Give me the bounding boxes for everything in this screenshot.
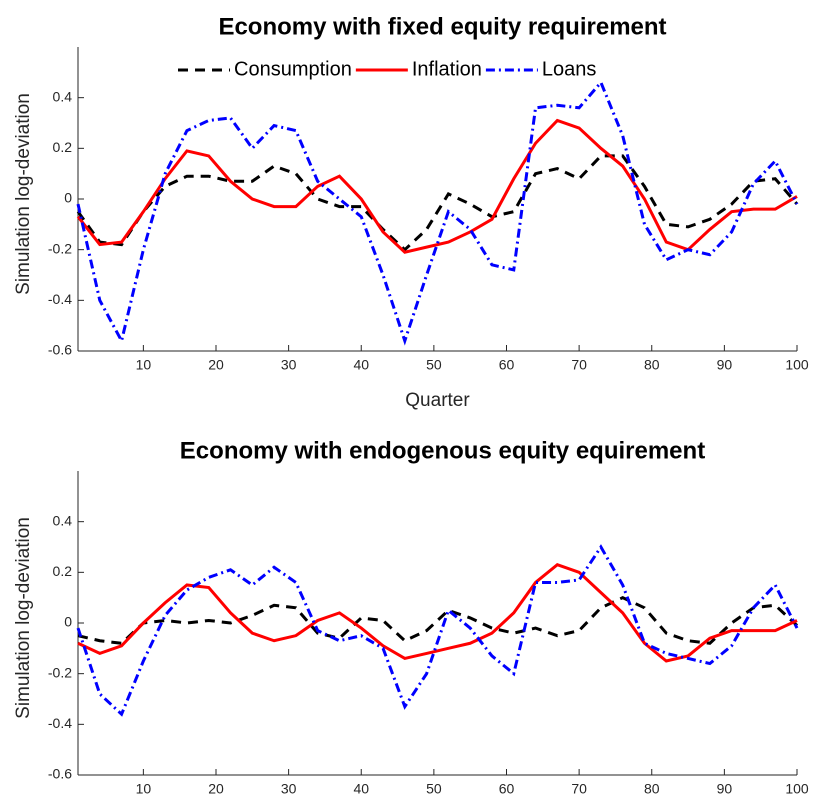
series-line: [76, 544, 799, 717]
chart-title: Economy with fixed equity requirement: [218, 13, 666, 40]
y-tick-label: -0.2: [48, 240, 72, 256]
x-tick-label: 50: [426, 357, 442, 373]
y-tick-label: 0: [64, 190, 72, 206]
series-line: [77, 596, 799, 645]
y-tick-label: 0.2: [53, 139, 73, 155]
x-tick-label: 100: [785, 781, 809, 797]
x-tick-label: 60: [499, 357, 515, 373]
x-tick-label: 70: [571, 781, 587, 797]
legend-label: Loans: [542, 58, 597, 80]
series-line: [76, 154, 799, 252]
x-tick-label: 40: [353, 357, 369, 373]
x-tick-label: 30: [281, 357, 297, 373]
x-tick-label: 10: [136, 357, 152, 373]
x-tick-label: 20: [208, 357, 224, 373]
x-tick-label: 80: [644, 781, 660, 797]
x-tick-label: 30: [281, 781, 297, 797]
x-tick-label: 50: [426, 781, 442, 797]
y-tick-label: 0: [64, 614, 72, 630]
chart-title: Economy with endogenous equity equiremen…: [180, 437, 705, 464]
y-tick-label: 0.4: [53, 88, 73, 104]
legend-label: Inflation: [412, 58, 482, 80]
y-tick-label: -0.6: [48, 766, 72, 782]
y-tick-label: -0.6: [48, 342, 72, 358]
y-tick-label: -0.4: [48, 291, 72, 307]
x-tick-label: 80: [644, 357, 660, 373]
x-tick-label: 70: [571, 357, 587, 373]
y-axis-label: Simulation log-deviation: [13, 93, 34, 295]
y-axis-label: Simulation log-deviation: [13, 517, 34, 719]
x-tick-label: 90: [717, 781, 733, 797]
x-tick-label: 40: [353, 781, 369, 797]
y-tick-label: 0.4: [53, 512, 73, 528]
y-tick-label: 0.2: [53, 563, 73, 579]
x-tick-label: 60: [499, 781, 515, 797]
legend-label: Consumption: [234, 58, 352, 80]
x-axis-label: Quarter: [405, 390, 470, 411]
x-tick-label: 10: [136, 781, 152, 797]
y-tick-label: -0.2: [48, 664, 72, 680]
x-tick-label: 20: [208, 781, 224, 797]
x-tick-label: 100: [785, 357, 809, 373]
series-line: [77, 563, 798, 663]
y-tick-label: -0.4: [48, 715, 72, 731]
x-tick-label: 90: [717, 357, 733, 373]
series-line: [76, 118, 798, 254]
